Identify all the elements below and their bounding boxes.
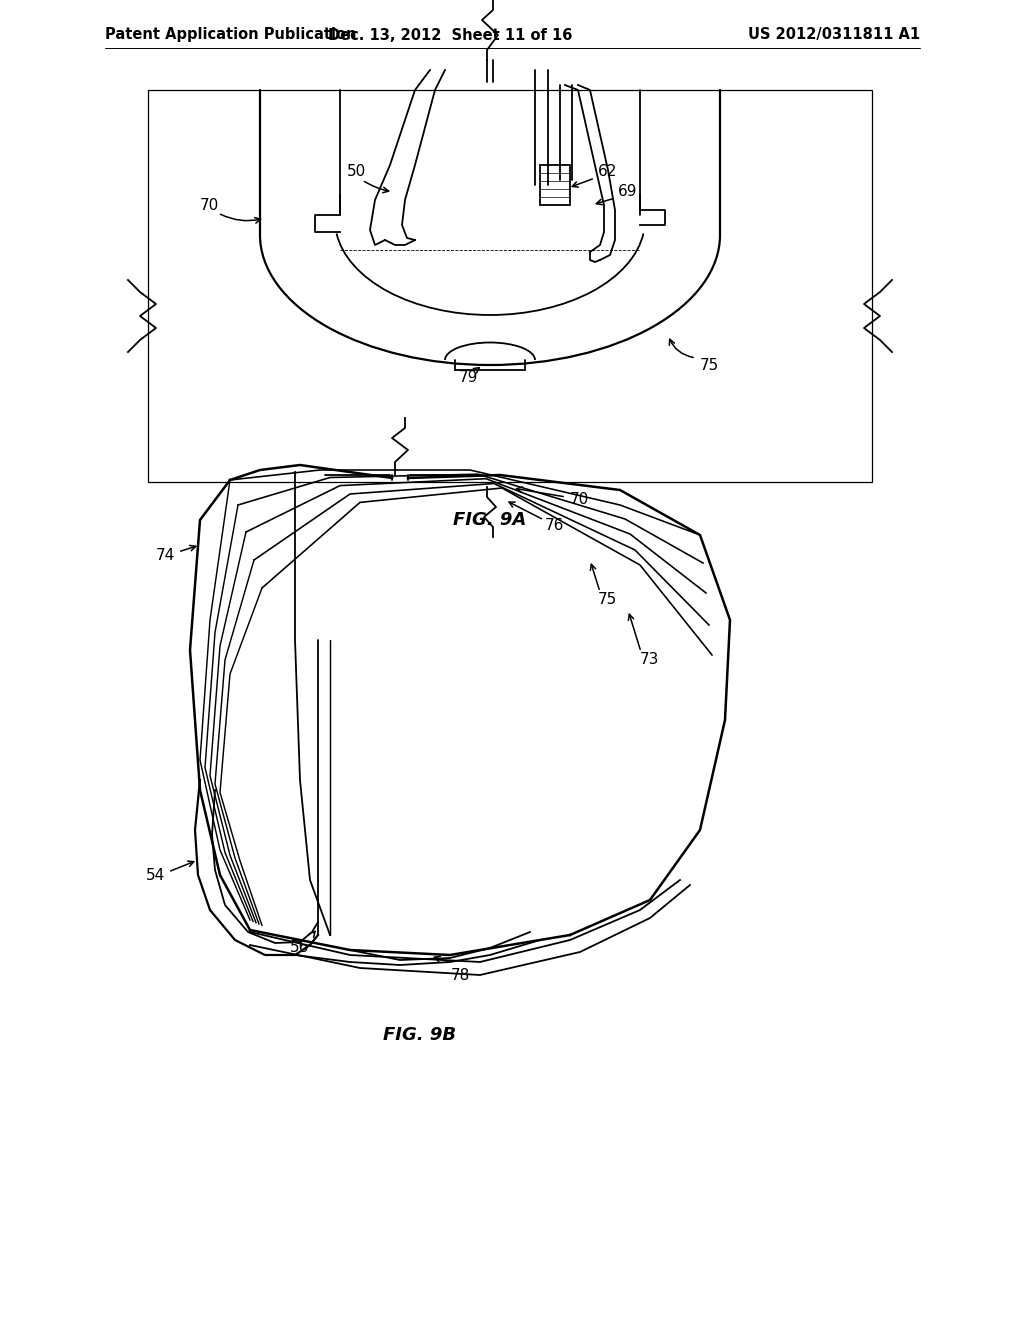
Text: FIG. 9A: FIG. 9A [454,511,526,529]
Text: 75: 75 [598,593,617,607]
Text: 70: 70 [200,198,219,213]
Text: 69: 69 [618,185,638,199]
Text: 54: 54 [145,867,165,883]
Text: 75: 75 [700,358,719,372]
Text: 70: 70 [570,492,589,507]
Text: 74: 74 [156,548,175,562]
Text: 50: 50 [347,165,367,180]
Text: 76: 76 [545,517,564,532]
Text: 62: 62 [598,165,617,180]
Text: US 2012/0311811 A1: US 2012/0311811 A1 [748,28,920,42]
Text: 78: 78 [451,968,470,983]
Text: 73: 73 [640,652,659,668]
Text: Dec. 13, 2012  Sheet 11 of 16: Dec. 13, 2012 Sheet 11 of 16 [328,28,572,42]
Text: 56: 56 [291,940,309,954]
Text: FIG. 9B: FIG. 9B [383,1026,457,1044]
Text: 79: 79 [459,371,477,385]
Text: Patent Application Publication: Patent Application Publication [105,28,356,42]
Bar [148,90,872,482]
Bar [540,165,570,205]
